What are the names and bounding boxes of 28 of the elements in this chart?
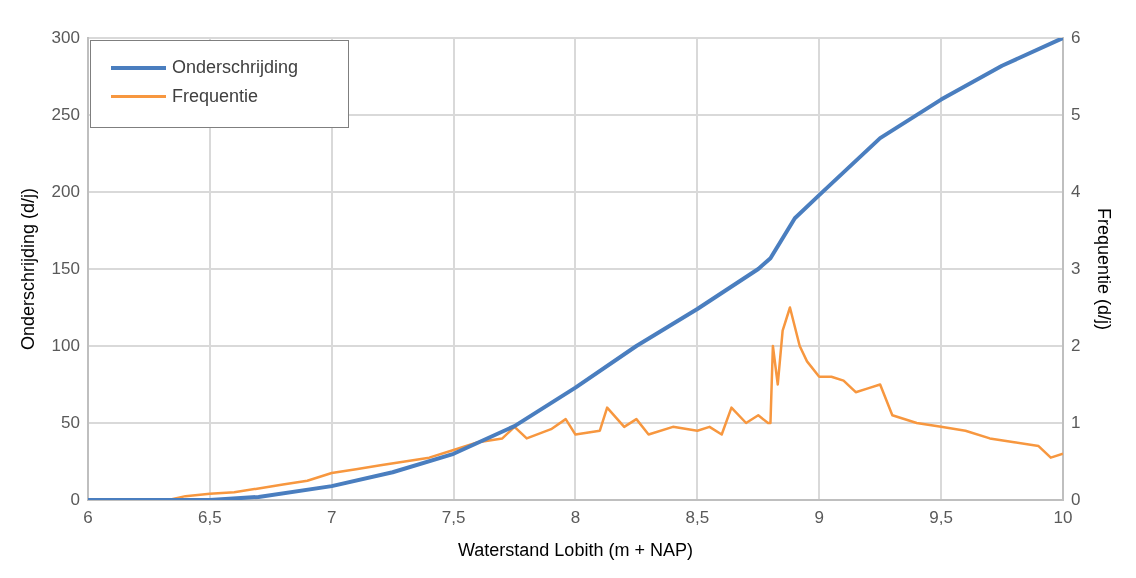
y-tick-label: 150 <box>51 258 80 278</box>
y2-tick-label: 2 <box>1070 335 1081 355</box>
y2-tick-label: 4 <box>1070 181 1081 201</box>
x-tick-label: 10 <box>1053 507 1073 527</box>
y-tick-label: 50 <box>61 412 80 432</box>
y-tick-label: 200 <box>51 181 80 201</box>
y-axis-title: Onderschrijding (d/j) <box>17 187 38 351</box>
x-axis-title: Waterstand Lobith (m + NAP) <box>457 540 693 561</box>
legend-label: Frequentie <box>171 86 259 107</box>
legend-label: Onderschrijding <box>171 57 299 78</box>
x-tick-label: 6,5 <box>198 507 222 527</box>
y-tick-label: 0 <box>70 489 80 509</box>
y-tick-label: 100 <box>51 335 80 355</box>
x-tick-label: 9,5 <box>929 507 953 527</box>
x-tick-label: 7,5 <box>441 507 466 527</box>
x-tick-label: 7 <box>326 507 337 527</box>
x-tick-label: 8 <box>570 507 581 527</box>
y2-tick-label: 3 <box>1070 258 1081 278</box>
y2-tick-label: 5 <box>1070 104 1081 124</box>
x-tick-label: 8,5 <box>685 507 710 527</box>
y2-axis-title: Frequentie (d/j) <box>1094 207 1115 331</box>
x-tick-label: 9 <box>814 507 824 527</box>
y2-tick-label: 0 <box>1070 489 1081 509</box>
y2-tick-label: 6 <box>1070 27 1081 47</box>
y-tick-label: 250 <box>51 104 80 124</box>
y-tick-label: 300 <box>51 27 80 47</box>
x-tick-label: 6 <box>83 507 93 527</box>
y2-tick-label: 1 <box>1070 412 1081 432</box>
